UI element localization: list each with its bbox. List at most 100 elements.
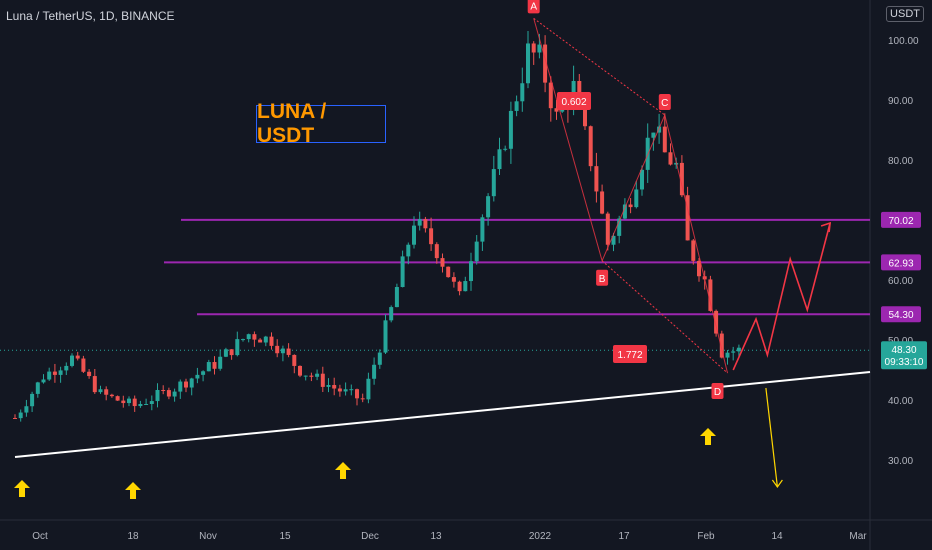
candle-body	[657, 126, 662, 133]
candle-body	[258, 339, 263, 343]
candle-body	[708, 279, 713, 311]
x-tick-label: 15	[279, 531, 291, 542]
projection-arrowhead	[820, 221, 832, 233]
candle-body	[155, 389, 160, 402]
x-tick-label: 13	[430, 531, 442, 542]
candle-body	[731, 351, 736, 353]
candle-body	[400, 256, 405, 288]
candle-body	[24, 406, 29, 413]
candle-body	[486, 196, 491, 218]
candle-body	[600, 191, 605, 214]
candle-body	[81, 358, 86, 372]
candle-body	[149, 401, 154, 405]
candle-body	[474, 241, 479, 262]
candle-body	[417, 219, 422, 226]
level-price-tag	[881, 306, 921, 323]
x-tick-label: 14	[771, 531, 783, 542]
bearish-projection-arrow	[765, 387, 778, 488]
candle-body	[719, 333, 724, 358]
x-tick-label: Feb	[697, 531, 715, 542]
y-tick-label: 90.00	[888, 96, 913, 107]
candle-body	[206, 362, 211, 372]
candle-body	[309, 375, 314, 377]
y-tick-label: 60.00	[888, 276, 913, 287]
candle-body	[52, 371, 57, 375]
candle-body	[229, 349, 234, 356]
candle-body	[235, 339, 240, 356]
ratio-label: 1.772	[617, 350, 642, 361]
pattern-leg	[664, 114, 728, 374]
candle-body	[92, 376, 97, 393]
candle-body	[605, 213, 610, 245]
candle-body	[47, 371, 52, 380]
candle-body	[349, 389, 354, 391]
level-price-label: 62.93	[888, 258, 913, 269]
candle-body	[434, 244, 439, 259]
y-tick-label: 30.00	[888, 456, 913, 467]
last-price-label: 48.30	[891, 345, 916, 356]
candle-body	[440, 258, 445, 267]
candle-body	[622, 204, 627, 219]
candle-body	[166, 390, 171, 397]
y-tick-label: 100.00	[888, 36, 919, 47]
candle-body	[451, 277, 456, 282]
candle-body	[263, 336, 268, 343]
candle-body	[588, 126, 593, 167]
pattern-ratio-line	[533, 17, 666, 116]
candle-body	[423, 219, 428, 229]
ratio-badge	[613, 345, 647, 363]
candle-body	[246, 334, 251, 340]
candle-body	[30, 393, 35, 407]
candle-body	[594, 166, 599, 192]
symbol-header: Luna / TetherUS, 1D, BINANCE	[6, 9, 175, 23]
candle-body	[303, 375, 308, 377]
candle-body	[144, 404, 149, 406]
candle-body	[366, 378, 371, 400]
support-arrow-icon	[335, 462, 351, 479]
level-price-tag	[881, 254, 921, 271]
candle-body	[679, 162, 684, 196]
candle-body	[286, 348, 291, 355]
candle-body	[172, 391, 177, 397]
level-price-tag	[881, 211, 921, 228]
bearish-arrowhead	[771, 479, 783, 489]
candle-body	[697, 260, 701, 277]
x-tick-label: 2022	[529, 531, 552, 542]
candle-body	[218, 356, 223, 369]
candle-body	[115, 396, 120, 401]
candle-body	[583, 102, 587, 127]
candle-body	[355, 389, 359, 399]
candle-body	[64, 365, 69, 371]
candle-body	[58, 370, 63, 375]
candle-body	[343, 389, 348, 392]
candle-body	[537, 44, 542, 53]
currency-badge[interactable]: USDT	[886, 6, 924, 22]
candle-body	[161, 389, 166, 391]
candle-body	[178, 381, 183, 392]
candle-body	[104, 389, 109, 395]
pattern-point-label: D	[714, 387, 721, 398]
candle-body	[406, 244, 411, 257]
pattern-point-badge	[527, 0, 540, 14]
candle-body	[184, 381, 188, 388]
candle-body	[320, 373, 325, 387]
candle-body	[691, 240, 696, 261]
candle-body	[223, 349, 228, 357]
candle-body	[326, 385, 331, 387]
candle-body	[138, 404, 143, 407]
x-tick-label: Nov	[199, 531, 217, 542]
candle-body	[548, 82, 553, 109]
support-arrow-icon	[700, 428, 716, 445]
candle-body	[457, 281, 462, 292]
x-tick-label: Dec	[361, 531, 379, 542]
candle-body	[298, 365, 302, 376]
pattern-point-label: C	[661, 98, 668, 109]
candle-body	[577, 80, 582, 103]
x-tick-label: Oct	[32, 531, 48, 542]
candle-body	[35, 382, 40, 394]
x-tick-label: 17	[618, 531, 630, 542]
candle-body	[70, 355, 74, 366]
ratio-label: 0.602	[561, 97, 586, 108]
candle-body	[132, 398, 137, 407]
